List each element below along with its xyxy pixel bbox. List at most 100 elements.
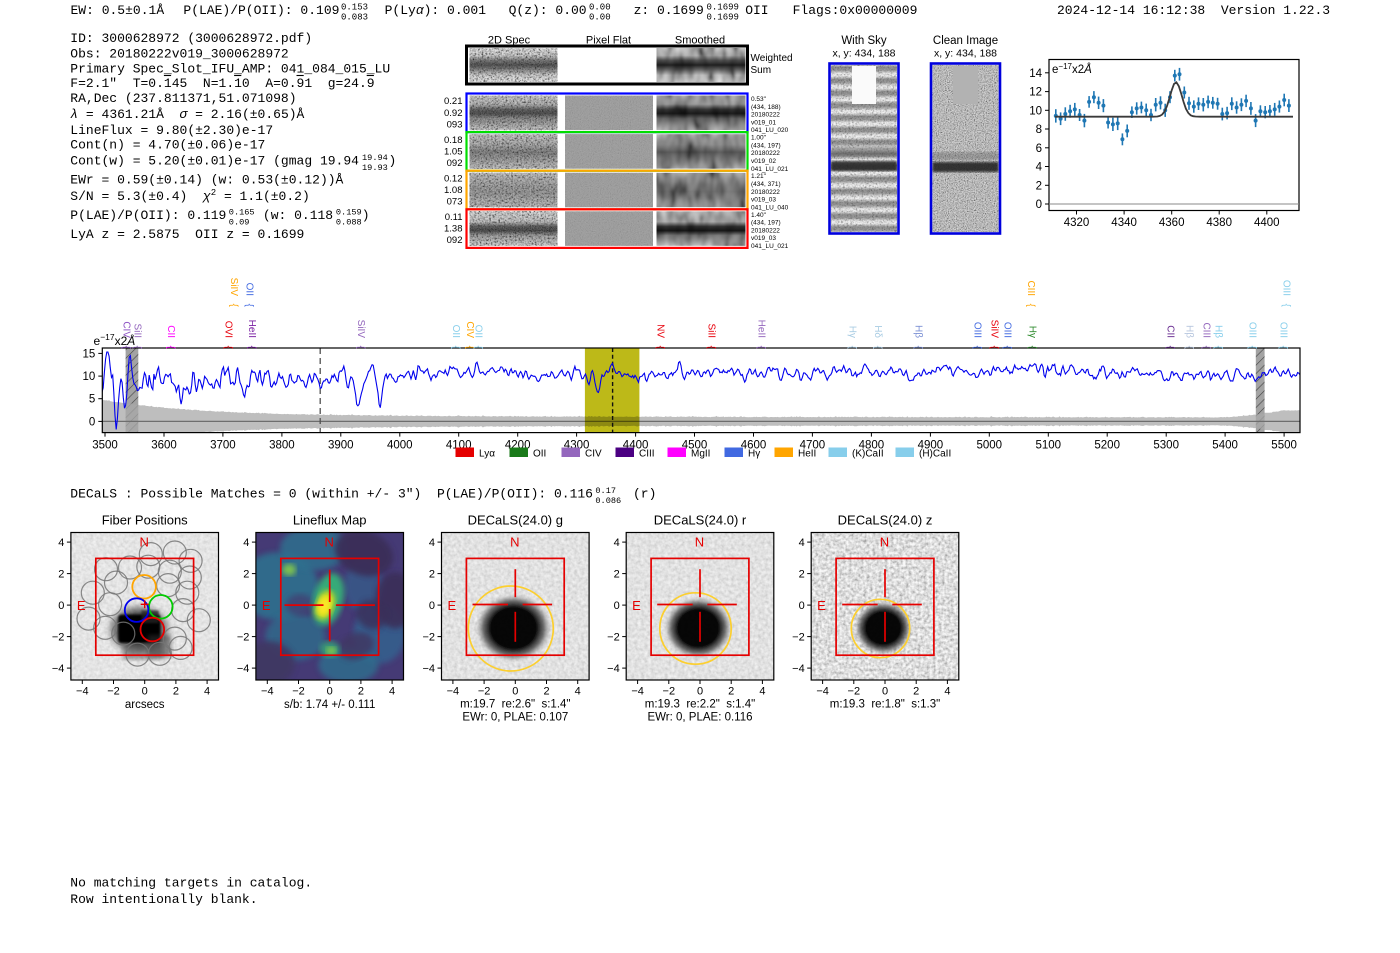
svg-text:OII: OII (472, 325, 483, 338)
svg-text:Clean Image: Clean Image (933, 35, 998, 47)
svg-text:5000: 5000 (977, 440, 1003, 452)
svg-text:OVI: OVI (222, 321, 233, 338)
svg-text:Cont(n) = 4.70(±0.06)e-17: Cont(n) = 4.70(±0.06)e-17 (70, 138, 265, 153)
svg-text:{: { (1200, 346, 1211, 350)
svg-text:CIV: CIV (120, 321, 131, 338)
svg-text:DECaLS : Possible Matches = 0: DECaLS : Possible Matches = 0 (within +/… (70, 487, 593, 502)
svg-text:{: { (131, 346, 142, 350)
svg-text:DECaLS(24.0) z: DECaLS(24.0) z (838, 513, 933, 528)
svg-text:Primary Spec_Slot_IFU_AMP: 041: Primary Spec_Slot_IFU_AMP: 041_084_015_L… (70, 62, 390, 77)
svg-text:CIII: CIII (1200, 322, 1211, 338)
svg-text:20180222: 20180222 (751, 112, 780, 119)
svg-text:Hβ: Hβ (1183, 325, 1194, 338)
svg-text:LineFlux = 9.80(±2.30)e-17: LineFlux = 9.80(±2.30)e-17 (70, 123, 273, 138)
svg-text:E: E (632, 598, 641, 613)
svg-text:−4: −4 (76, 686, 89, 698)
svg-text:0: 0 (512, 686, 518, 698)
svg-text:MgII: MgII (691, 449, 710, 460)
svg-text:Lineflux Map: Lineflux Map (293, 513, 367, 528)
svg-text:OIII: OIII (1001, 322, 1012, 338)
svg-text:CIII: CIII (1025, 280, 1036, 296)
svg-text:10: 10 (83, 371, 96, 383)
svg-text:092: 092 (447, 235, 463, 246)
svg-text:−4: −4 (237, 663, 250, 675)
svg-text:0: 0 (697, 686, 703, 698)
svg-text:Fiber Positions: Fiber Positions (102, 513, 188, 528)
svg-text:5100: 5100 (1036, 440, 1062, 452)
svg-text:0.00: 0.00 (589, 3, 611, 13)
svg-text:{: { (1025, 304, 1036, 308)
svg-text:041_LU_020: 041_LU_020 (751, 127, 789, 134)
svg-text:−4: −4 (422, 663, 435, 675)
svg-text:−2: −2 (52, 632, 65, 644)
svg-text:CII: CII (165, 325, 176, 338)
svg-text:{: { (222, 346, 233, 350)
svg-text:{: { (472, 346, 483, 350)
svg-text:m:19.3 re:2.2" s:1.4": m:19.3 re:2.2" s:1.4" (645, 699, 755, 711)
svg-text:CIV: CIV (464, 321, 475, 338)
svg-text:4: 4 (204, 686, 210, 698)
svg-text:−4: −4 (792, 663, 805, 675)
svg-text:4: 4 (1036, 162, 1043, 174)
svg-text:HeII: HeII (798, 449, 816, 460)
svg-text:4: 4 (759, 686, 765, 698)
svg-text:19.94: 19.94 (362, 153, 388, 163)
svg-text:x, y: 434, 188: x, y: 434, 188 (934, 48, 997, 60)
svg-text:0.086: 0.086 (595, 496, 621, 506)
svg-text:073: 073 (447, 197, 463, 208)
svg-text:x, y: 434, 188: x, y: 434, 188 (832, 48, 895, 60)
svg-text:092: 092 (447, 158, 463, 169)
svg-text:0.1699: 0.1699 (707, 13, 739, 23)
svg-text:OII: OII (450, 325, 461, 338)
svg-text:2: 2 (1036, 180, 1042, 192)
svg-text:4400: 4400 (1254, 217, 1280, 229)
svg-text:E: E (817, 598, 826, 613)
svg-text:4: 4 (575, 686, 581, 698)
svg-text:0.083: 0.083 (341, 13, 368, 23)
svg-text:−2: −2 (607, 632, 620, 644)
svg-text:−2: −2 (792, 632, 805, 644)
svg-text:SiIV: SiIV (988, 320, 999, 339)
svg-text:{: { (1277, 346, 1288, 350)
svg-text:2: 2 (799, 569, 805, 581)
svg-text:−2: −2 (107, 686, 120, 698)
svg-text:{: { (450, 346, 461, 350)
svg-text:With Sky: With Sky (841, 35, 887, 47)
svg-text:0: 0 (89, 416, 95, 428)
svg-text:): ) (389, 153, 397, 168)
svg-text:−2: −2 (478, 686, 491, 698)
svg-text:−4: −4 (261, 686, 274, 698)
svg-text:2: 2 (358, 686, 364, 698)
svg-text:0: 0 (327, 686, 333, 698)
svg-text:4: 4 (389, 686, 395, 698)
svg-text:N: N (695, 535, 704, 550)
svg-text:4900: 4900 (918, 440, 944, 452)
svg-text:4700: 4700 (800, 440, 826, 452)
svg-text:Hβ: Hβ (1212, 325, 1223, 338)
svg-text:{: { (228, 304, 239, 308)
svg-text:ID: 3000628972 (3000628972.pdf: ID: 3000628972 (3000628972.pdf) (70, 31, 312, 46)
svg-text:Pixel Flat: Pixel Flat (586, 35, 631, 47)
svg-text:3800: 3800 (269, 440, 295, 452)
svg-text:(434, 188): (434, 188) (751, 104, 781, 111)
svg-text:−2: −2 (848, 686, 861, 698)
svg-text:{: { (464, 346, 475, 350)
svg-text:(w: 0.118: (w: 0.118 (263, 208, 333, 223)
svg-text:N: N (880, 535, 889, 550)
svg-text:NV: NV (654, 324, 665, 338)
svg-text:1.38: 1.38 (444, 224, 463, 235)
svg-text:1.40": 1.40" (751, 212, 767, 219)
svg-text:CII: CII (1164, 325, 1175, 338)
svg-text:−4: −4 (816, 686, 829, 698)
svg-text:RA,Dec (237.811371,51.071098): RA,Dec (237.811371,51.071098) (70, 91, 296, 106)
svg-text:(K)CaII: (K)CaII (852, 449, 884, 460)
svg-text:DECaLS(24.0) g: DECaLS(24.0) g (468, 513, 563, 528)
svg-text:−4: −4 (607, 663, 620, 675)
svg-text:0.1699: 0.1699 (707, 3, 739, 13)
svg-text:{: { (165, 346, 176, 350)
svg-text:F=2.1" T=0.145 N=1.10 A=0.9: F=2.1" T=0.145 N=1.10 A=0.91 g=24.9 (70, 76, 374, 91)
svg-text:N: N (325, 535, 334, 550)
svg-text:v019_03: v019_03 (751, 197, 776, 204)
svg-text:−4: −4 (631, 686, 644, 698)
svg-text:{: { (1026, 346, 1037, 350)
